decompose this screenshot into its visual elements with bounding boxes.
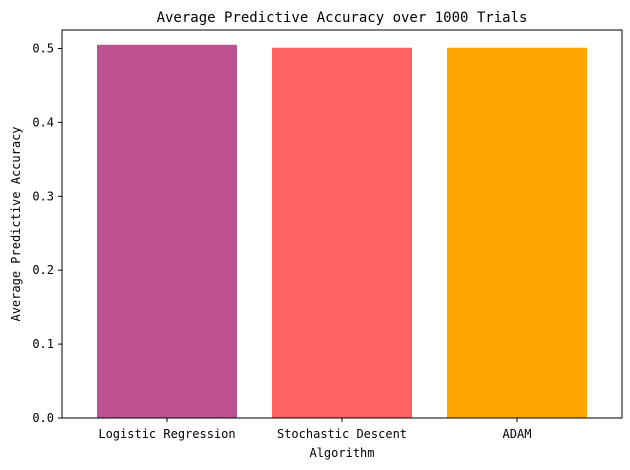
- y-tick-label: 0.0: [32, 411, 54, 425]
- x-axis-ticks: Logistic Regression Stochastic Descent ADA…: [98, 418, 531, 441]
- x-axis-label: Algorithm: [309, 446, 374, 460]
- x-tick-label: Logistic Regression: [98, 427, 235, 441]
- bar-stochastic-descent: [272, 47, 412, 419]
- y-axis-ticks: 0.0 0.1 0.2 0.3 0.4 0.5: [32, 41, 62, 425]
- bar-logistic-regression: [97, 44, 237, 418]
- y-tick-label: 0.1: [32, 337, 54, 351]
- x-tick-label: Stochastic Descent: [277, 427, 407, 441]
- y-tick-label: 0.5: [32, 41, 54, 55]
- bar-adam: [447, 47, 587, 419]
- y-axis-label: Average Predictive Accuracy: [9, 126, 23, 321]
- y-tick-label: 0.2: [32, 263, 54, 277]
- y-tick-label: 0.3: [32, 189, 54, 203]
- plot-frame: [61, 29, 623, 419]
- bars-group: [97, 44, 587, 419]
- chart-title: Average Predictive Accuracy over 1000 Tr…: [157, 10, 528, 26]
- y-tick-label: 0.4: [32, 115, 54, 129]
- x-tick-label: ADAM: [503, 427, 532, 441]
